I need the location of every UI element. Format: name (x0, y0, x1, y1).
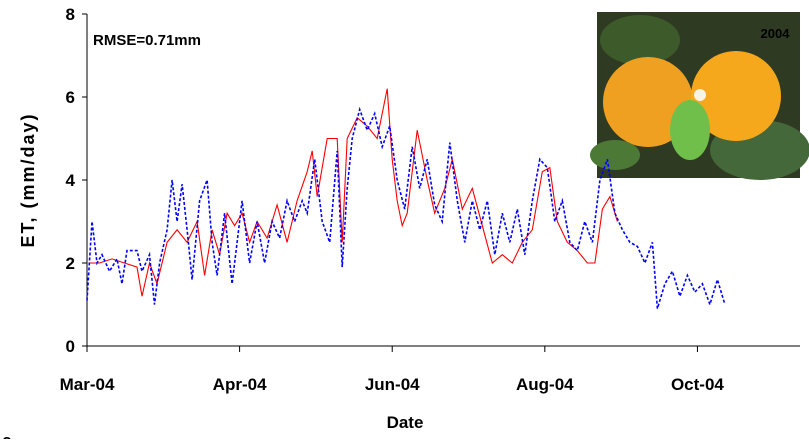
y-tick-label: 6 (66, 88, 75, 107)
y-tick-label: 2 (66, 254, 75, 273)
photo (590, 12, 809, 180)
x-tick-label: Jun-04 (365, 375, 420, 394)
y-tick-label: 8 (66, 5, 75, 24)
photo-label: 2004 (761, 26, 791, 41)
series-line (89, 88, 618, 297)
x-tick-label: Aug-04 (516, 375, 574, 394)
panel-label: c (2, 431, 11, 439)
x-tick-label: Apr-04 (213, 375, 267, 394)
y-tick-label: 0 (66, 337, 75, 356)
x-tick-label: Mar-04 (60, 375, 115, 394)
series-line (86, 106, 726, 309)
x-axis-label: Date (387, 413, 424, 432)
annotation: RMSE=0.71mm (93, 32, 201, 49)
y-axis-label: ET, (mm/day) (18, 112, 38, 247)
y-tick-label: 4 (66, 171, 76, 190)
x-tick-label: Oct-04 (671, 375, 724, 394)
